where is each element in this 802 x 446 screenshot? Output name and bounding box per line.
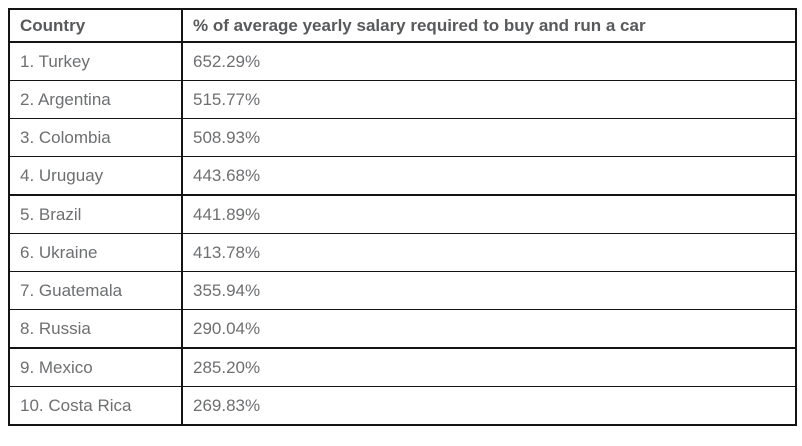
country-cell: 5. Brazil (8, 194, 183, 234)
country-cell: 9. Mexico (8, 347, 183, 387)
country-cell: 3. Colombia (8, 118, 183, 157)
value-cell: 508.93% (181, 118, 797, 157)
value-cell: 269.83% (181, 386, 797, 426)
table-row: 3. Colombia 508.93% (8, 118, 797, 157)
value-cell: 285.20% (181, 347, 797, 387)
value-cell: 355.94% (181, 271, 797, 310)
car-cost-salary-table: Country % of average yearly salary requi… (8, 8, 797, 426)
table-row: 9. Mexico 285.20% (8, 347, 797, 387)
value-cell: 443.68% (181, 156, 797, 196)
country-cell: 2. Argentina (8, 80, 183, 119)
table-row: 1. Turkey 652.29% (8, 41, 797, 81)
table-header: Country % of average yearly salary requi… (8, 8, 797, 43)
country-cell: 4. Uruguay (8, 156, 183, 196)
value-cell: 441.89% (181, 194, 797, 234)
table-row: 10. Costa Rica 269.83% (8, 386, 797, 426)
country-cell: 10. Costa Rica (8, 386, 183, 426)
table-body: 1. Turkey 652.29% 2. Argentina 515.77% 3. Co… (8, 41, 797, 426)
table-row: 7. Guatemala 355.94% (8, 271, 797, 310)
column-header-country: Country (8, 8, 183, 43)
country-cell: 7. Guatemala (8, 271, 183, 310)
table-row: 8. Russia 290.04% (8, 309, 797, 349)
value-cell: 290.04% (181, 309, 797, 349)
header-row: Country % of average yearly salary requi… (8, 8, 797, 43)
column-header-salary-percent: % of average yearly salary required to b… (181, 8, 797, 43)
table-row: 2. Argentina 515.77% (8, 80, 797, 119)
value-cell: 515.77% (181, 80, 797, 119)
value-cell: 413.78% (181, 233, 797, 272)
table-row: 4. Uruguay 443.68% (8, 156, 797, 196)
country-cell: 1. Turkey (8, 41, 183, 81)
table-row: 5. Brazil 441.89% (8, 194, 797, 234)
value-cell: 652.29% (181, 41, 797, 81)
country-cell: 8. Russia (8, 309, 183, 349)
table-row: 6. Ukraine 413.78% (8, 233, 797, 272)
country-cell: 6. Ukraine (8, 233, 183, 272)
